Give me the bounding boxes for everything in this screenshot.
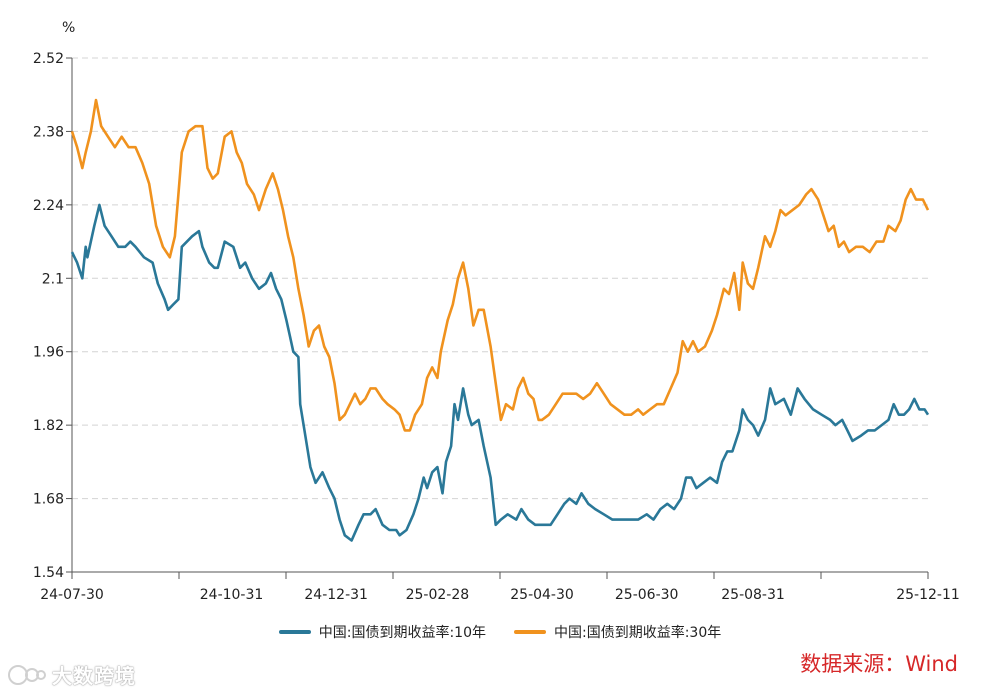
- y-tick-label: 1.68: [33, 492, 64, 508]
- series-lines: [70, 98, 930, 542]
- watermark-logo-icon: [8, 664, 46, 685]
- series-line-30y: [70, 98, 930, 432]
- legend: 中国:国债到期收益率:10年 中国:国债到期收益率:30年: [0, 622, 1000, 642]
- x-tick-label: 25-08-31: [721, 587, 785, 603]
- y-tick-label: 2.24: [33, 198, 64, 214]
- gridlines: [72, 57, 928, 500]
- y-tick-label: 1.96: [33, 345, 64, 361]
- x-tick-label: 25-12-11: [896, 587, 960, 603]
- legend-item-10y: 中国:国债到期收益率:10年: [278, 622, 486, 642]
- legend-label-10y: 中国:国债到期收益率:10年: [318, 625, 486, 641]
- x-tick-label: 25-02-28: [406, 587, 470, 603]
- watermark-text: 大数跨境: [52, 664, 136, 688]
- legend-swatch-10y: [278, 630, 311, 634]
- legend-swatch-30y: [514, 630, 546, 634]
- legend-label-30y: 中国:国债到期收益率:30年: [554, 625, 722, 641]
- y-tick-label: 1.54: [33, 565, 64, 581]
- x-axis: 24-07-30 24-10-31 24-12-31 25-02-28 25-04-30…: [40, 571, 960, 603]
- watermark: 大数跨境: [8, 660, 136, 689]
- y-axis: 2.52 2.38 2.24 2.1 1.96 1.82 1.68 1.54: [33, 51, 73, 581]
- x-tick-label: 25-04-30: [510, 587, 574, 603]
- y-tick-label: 2.1: [42, 271, 64, 287]
- legend-item-30y: 中国:国债到期收益率:30年: [514, 622, 721, 642]
- x-tick-label: 24-12-31: [304, 587, 368, 603]
- line-chart: 2.52 2.38 2.24 2.1 1.96 1.82 1.68 1.54 24-07-30…: [33, 20, 960, 603]
- x-tick-label: 24-10-31: [200, 587, 264, 603]
- y-tick-label: 2.52: [33, 51, 64, 67]
- x-tick-label: 25-06-30: [615, 587, 679, 603]
- series-line-10y: [70, 203, 930, 542]
- data-source: 数据来源：Wind: [800, 652, 958, 676]
- y-tick-label: 2.38: [33, 124, 64, 140]
- y-tick-label: 1.82: [33, 418, 64, 434]
- x-tick-label: 24-07-30: [40, 587, 104, 603]
- y-unit-label: %: [62, 20, 75, 36]
